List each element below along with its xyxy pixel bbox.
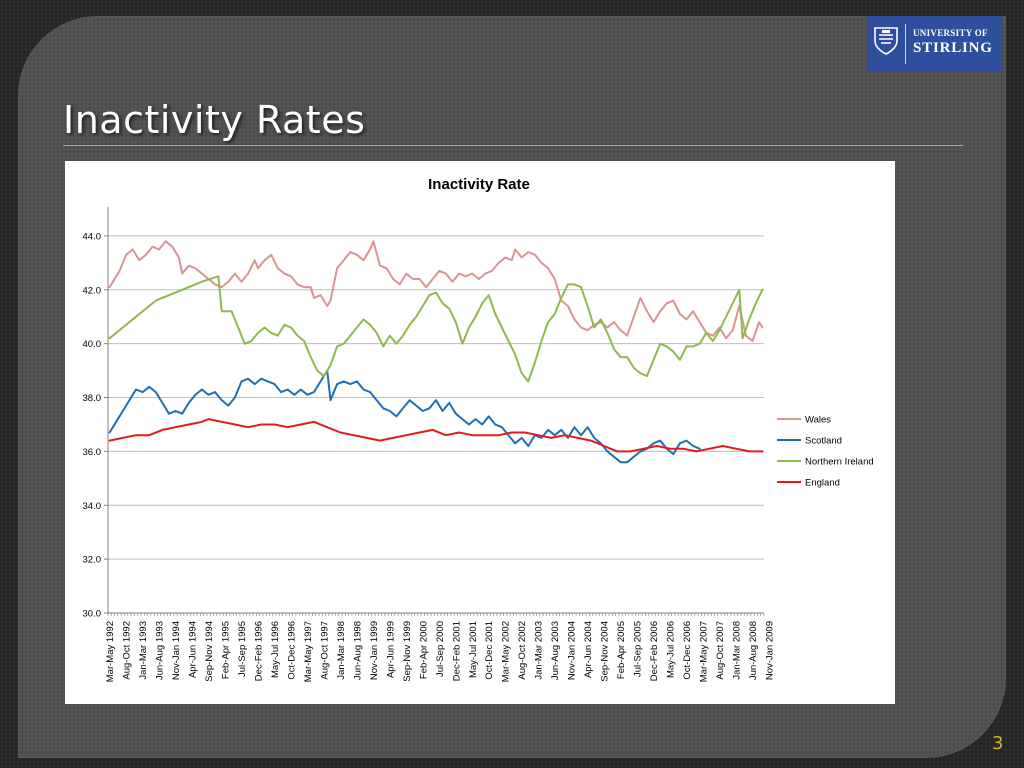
legend-label: England bbox=[805, 478, 840, 489]
x-tick-label: Jun-Aug 2008 bbox=[748, 621, 759, 680]
x-tick-label: Aug-Oct 2002 bbox=[517, 621, 528, 680]
x-tick-label: Jan-Mar 1993 bbox=[138, 621, 149, 680]
x-tick-label: May-Jul 2006 bbox=[666, 621, 677, 678]
logo-line2: STIRLING bbox=[913, 40, 993, 56]
chart-container: Inactivity Rate 30.0 32.0 34.0 36.0 38.0 40.0 4… bbox=[65, 161, 895, 704]
chart-svg: Inactivity Rate 30.0 32.0 34.0 36.0 38.0 40.0 4… bbox=[83, 176, 874, 682]
y-tick-label: 36.0 bbox=[83, 447, 102, 458]
x-tick-label: Feb-Apr 2000 bbox=[418, 621, 429, 679]
logo-divider bbox=[905, 24, 906, 64]
x-tick-label: Sep-Nov 2004 bbox=[600, 621, 611, 682]
y-tick-label: 30.0 bbox=[83, 609, 102, 620]
x-tick-label: Feb-Apr 1995 bbox=[221, 621, 232, 679]
x-tick-label: Nov-Jan 1999 bbox=[369, 621, 380, 680]
x-tick-label: Mar-May 2007 bbox=[699, 621, 710, 682]
university-logo: UNIVERSITY OF STIRLING bbox=[867, 16, 1001, 72]
x-tick-label: Dec-Feb 2001 bbox=[451, 621, 462, 681]
x-tick-label: May-Jul 1996 bbox=[270, 621, 281, 678]
x-tick-label: Oct-Dec 1996 bbox=[286, 621, 297, 680]
x-tick-label: Mar-May 2002 bbox=[501, 621, 512, 682]
series-line-scotland bbox=[108, 369, 701, 464]
x-tick-label: Jul-Sep 2000 bbox=[435, 621, 446, 677]
x-tick-label: Nov-Jan 2004 bbox=[567, 621, 578, 680]
series-line-england bbox=[108, 418, 764, 453]
x-tick-label: Jan-Mar 2008 bbox=[731, 621, 742, 680]
page-number: 3 bbox=[992, 733, 1004, 754]
crest-icon bbox=[874, 27, 898, 55]
x-tick-label: Jul-Sep 1995 bbox=[237, 621, 248, 677]
x-tick-label: Apr-Jun 1999 bbox=[385, 621, 396, 678]
y-tick-label: 40.0 bbox=[83, 339, 102, 350]
x-tick-label: Jun-Aug 2003 bbox=[550, 621, 561, 680]
series-line-wales bbox=[108, 240, 764, 342]
x-tick-label: Mar-May 1997 bbox=[303, 621, 314, 682]
x-tick-label: Jul-Sep 2005 bbox=[633, 621, 644, 677]
title-underline bbox=[63, 145, 963, 146]
x-tick-label: Nov-Jan 2009 bbox=[764, 621, 775, 680]
x-tick-label: Jan-Mar 2003 bbox=[534, 621, 545, 680]
legend-label: Wales bbox=[805, 415, 831, 426]
x-tick-label: Apr-Jun 2004 bbox=[583, 621, 594, 678]
x-tick-label: Feb-Apr 2005 bbox=[616, 621, 627, 679]
series-line-northern-ireland bbox=[108, 275, 764, 383]
x-tick-label: May-Jul 2001 bbox=[468, 621, 479, 678]
x-tick-label: Aug-Oct 1997 bbox=[319, 621, 330, 680]
y-tick-label: 42.0 bbox=[83, 285, 102, 296]
x-tick-label: Apr-Jun 1994 bbox=[188, 621, 199, 678]
x-tick-label: Dec-Feb 1996 bbox=[253, 621, 264, 681]
x-tick-label: Dec-Feb 2006 bbox=[649, 621, 660, 681]
y-tick-label: 44.0 bbox=[83, 231, 102, 242]
slide-title: Inactivity Rates bbox=[63, 98, 366, 142]
y-tick-label: 38.0 bbox=[83, 393, 102, 404]
x-tick-label: Sep-Nov 1999 bbox=[402, 621, 413, 682]
x-tick-label: Aug-Oct 1992 bbox=[122, 621, 133, 680]
x-tick-label: Sep-Nov 1994 bbox=[204, 621, 215, 682]
x-tick-label: Aug-Oct 2007 bbox=[715, 621, 726, 680]
x-tick-label: Mar-May 1992 bbox=[105, 621, 116, 682]
x-tick-label: Oct-Dec 2001 bbox=[484, 621, 495, 680]
x-tick-label: Jun-Aug 1993 bbox=[155, 621, 166, 680]
x-tick-label: Jun-Aug 1998 bbox=[352, 621, 363, 680]
y-tick-label: 32.0 bbox=[83, 555, 102, 566]
y-tick-label: 34.0 bbox=[83, 501, 102, 512]
logo-line1: UNIVERSITY OF bbox=[913, 28, 988, 38]
x-tick-label: Jan-Mar 1998 bbox=[336, 621, 347, 680]
legend-label: Scotland bbox=[805, 436, 842, 447]
x-tick-label: Oct-Dec 2006 bbox=[682, 621, 693, 680]
chart-title: Inactivity Rate bbox=[428, 176, 530, 193]
x-tick-label: Nov-Jan 1994 bbox=[171, 621, 182, 680]
legend-label: Northern Ireland bbox=[805, 457, 874, 468]
